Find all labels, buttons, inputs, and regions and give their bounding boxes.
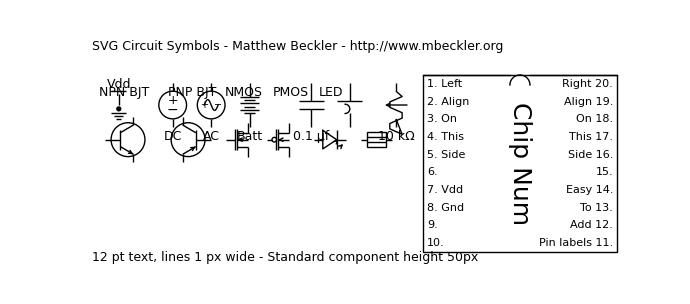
Text: NPN BJT: NPN BJT <box>99 86 149 99</box>
Text: LED: LED <box>318 86 343 99</box>
Text: DC: DC <box>164 130 182 143</box>
Text: 2. Align: 2. Align <box>427 97 469 107</box>
Text: 0.1 μf: 0.1 μf <box>293 130 329 143</box>
Circle shape <box>117 107 121 111</box>
Text: +: + <box>200 100 208 110</box>
Text: On 18.: On 18. <box>576 115 613 124</box>
Text: −: − <box>214 100 222 110</box>
Text: 1. Left: 1. Left <box>427 79 462 89</box>
Text: −: − <box>167 103 179 117</box>
Text: 12 pt text, lines 1 px wide - Standard component height 50px: 12 pt text, lines 1 px wide - Standard c… <box>92 251 478 264</box>
Text: Side 16.: Side 16. <box>568 150 613 160</box>
Text: This 17.: This 17. <box>569 132 613 142</box>
Text: To 13.: To 13. <box>580 202 613 212</box>
Text: NMOS: NMOS <box>224 86 262 99</box>
Text: SVG Circuit Symbols - Matthew Beckler - http://www.mbeckler.org: SVG Circuit Symbols - Matthew Beckler - … <box>92 40 503 53</box>
Text: 10 kΩ: 10 kΩ <box>377 130 415 143</box>
Text: 8. Gnd: 8. Gnd <box>427 202 464 212</box>
Text: Align 19.: Align 19. <box>564 97 613 107</box>
Bar <box>423 75 617 252</box>
Text: 3. On: 3. On <box>427 115 457 124</box>
Text: Right 20.: Right 20. <box>562 79 613 89</box>
Text: 4. This: 4. This <box>427 132 464 142</box>
Text: 6.: 6. <box>427 167 437 177</box>
Text: 15.: 15. <box>595 167 613 177</box>
Text: Chip Num: Chip Num <box>508 102 532 225</box>
Text: 7. Vdd: 7. Vdd <box>427 185 463 195</box>
Text: PMOS: PMOS <box>273 86 308 99</box>
Text: AC: AC <box>203 130 219 143</box>
Bar <box>368 132 386 147</box>
Text: Vdd: Vdd <box>106 78 131 91</box>
Text: Pin labels 11.: Pin labels 11. <box>539 238 613 248</box>
Text: 5. Side: 5. Side <box>427 150 465 160</box>
Text: Add 12.: Add 12. <box>570 220 613 230</box>
Text: +: + <box>168 94 178 107</box>
Text: PNP BJT: PNP BJT <box>168 86 216 99</box>
Text: Easy 14.: Easy 14. <box>566 185 613 195</box>
Text: 9.: 9. <box>427 220 437 230</box>
Text: 10.: 10. <box>427 238 444 248</box>
Text: Batt: Batt <box>237 130 263 143</box>
